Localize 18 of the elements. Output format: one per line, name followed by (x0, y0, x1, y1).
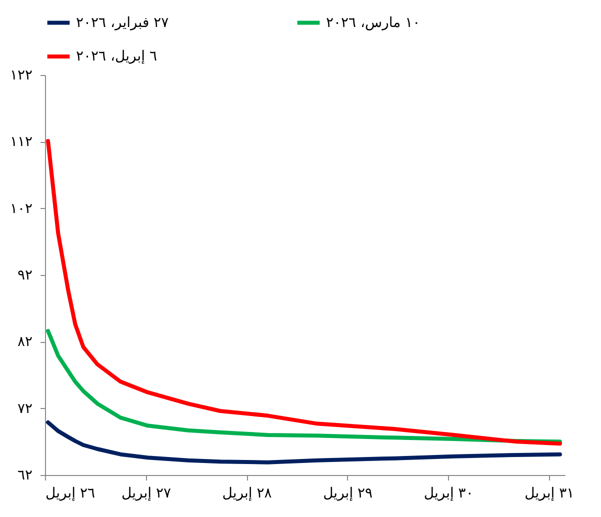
x-tick-label: ٢٧ إبريل (122, 486, 172, 502)
legend-label: ١٠ مارس، ٢٠٢٦ (326, 14, 420, 31)
x-tick-label: ٢٩ إبريل (323, 486, 373, 502)
line-series (46, 139, 562, 446)
y-tick-label: ١٢٢ (10, 68, 32, 84)
y-tick-label: ٨٢ (17, 334, 32, 350)
legend-label: ٢٧ فبراير، ٢٠٢٦ (76, 14, 170, 31)
x-tick-label: ٣١ إبريل (524, 486, 574, 502)
y-tick-label: ٧٢ (17, 400, 32, 417)
line-series (46, 420, 562, 464)
x-tick-label: ٢٦ إبريل (46, 486, 96, 502)
x-tick-label: ٢٨ إبريل (222, 486, 272, 502)
legend-label: ٦ إبريل، ٢٠٢٦ (76, 48, 158, 64)
y-tick-label: ١١٢ (10, 134, 32, 150)
y-tick-label: ١٠٢ (10, 200, 32, 217)
y-tick-label: ٦٢ (17, 468, 32, 484)
y-tick-label: ٩٢ (17, 268, 32, 284)
x-tick-label: ٣٠ إبريل (424, 486, 474, 502)
